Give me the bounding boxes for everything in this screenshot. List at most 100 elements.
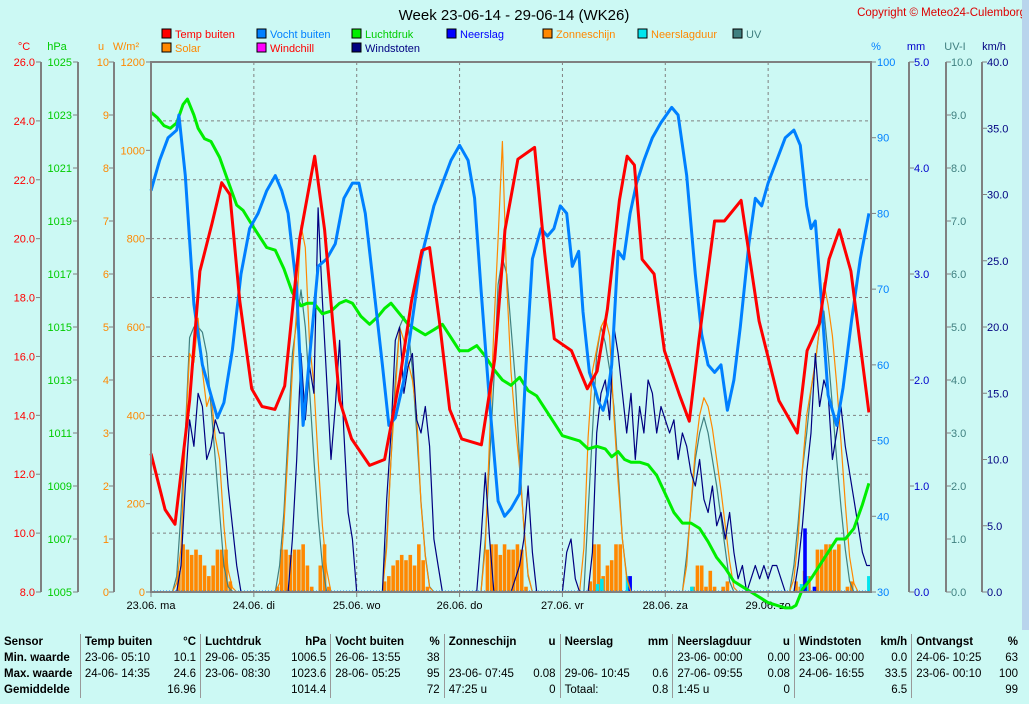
sunshine-bar xyxy=(502,544,507,592)
sunshine-tick-label: 8 xyxy=(103,163,109,175)
stats-row: Sensor Temp buiten °C Luchtdruk hPa Vocht bui… xyxy=(0,634,1022,650)
legend-label: Zonneschijn xyxy=(556,29,615,41)
legend-label: Luchtdruk xyxy=(365,29,414,41)
stats-timestamp xyxy=(443,650,529,666)
temp-tick-label: 20.0 xyxy=(14,234,35,246)
humidity-tick-label: 40 xyxy=(877,511,889,523)
temp-buiten-series xyxy=(149,145,871,526)
legend-swatch xyxy=(161,28,172,39)
sunshine-bar xyxy=(609,560,614,592)
stats-timestamp: 28-06- 05:25 xyxy=(330,666,417,682)
sunshine-bar xyxy=(404,560,408,592)
stats-column-header: Windstoten xyxy=(793,634,874,650)
sunshine-bar xyxy=(695,565,700,592)
stats-timestamp: 24-06- 16:55 xyxy=(793,666,874,682)
x-tick-label: 27.06. vr xyxy=(541,600,584,612)
sunshine-bar xyxy=(519,549,524,592)
stats-value: 0 xyxy=(783,684,790,696)
sunshine-bar xyxy=(211,565,215,592)
pressure-tick-label: 1009 xyxy=(48,481,72,493)
wind-tick-label: 10.0 xyxy=(987,455,1008,467)
stats-timestamp: 23-06- 08:30 xyxy=(200,666,283,682)
rain-bar xyxy=(628,576,632,592)
rain-duration-bar xyxy=(625,576,630,592)
sunshine-bar xyxy=(507,549,511,592)
temp-tick-label: 10.0 xyxy=(14,528,35,540)
stats-timestamp: 24-06- 14:35 xyxy=(79,666,162,682)
legend-label: Windstoten xyxy=(365,43,420,55)
solar-tick-label: 600 xyxy=(127,322,145,334)
stats-value: 0 xyxy=(549,684,556,696)
stats-row-label: Max. waarde xyxy=(4,668,73,680)
pressure-tick-label: 1021 xyxy=(48,163,72,175)
sunshine-bar xyxy=(408,554,413,592)
stats-value: 24.6 xyxy=(173,668,197,680)
sunshine-tick-label: 7 xyxy=(103,216,109,228)
rain-tick-label: 0.0 xyxy=(914,587,929,599)
sunshine-bar xyxy=(292,549,297,592)
stats-timestamp: 23-06- 05:10 xyxy=(79,650,162,666)
statistics-table: Sensor Temp buiten °C Luchtdruk hPa Vocht bui… xyxy=(0,634,1022,704)
stats-timestamp xyxy=(200,682,283,698)
stats-column-header: Temp buiten xyxy=(79,634,162,650)
stats-value: 63 xyxy=(1005,652,1018,664)
sunshine-bar xyxy=(202,565,207,592)
legend-swatch xyxy=(351,42,362,53)
sunshine-tick-label: 2 xyxy=(103,481,109,493)
sunshine-bar xyxy=(597,544,601,592)
stats-column-unit: % xyxy=(1007,636,1018,648)
stats-value: 0.8 xyxy=(652,684,669,696)
sunshine-bar xyxy=(485,549,490,592)
humidity-tick-label: 100 xyxy=(877,57,895,69)
pressure-tick-label: 1023 xyxy=(48,110,72,122)
rain-duration-bar xyxy=(600,578,604,592)
sunshine-bar xyxy=(421,560,425,592)
solar-tick-label: 1000 xyxy=(121,145,145,157)
legend-label: UV xyxy=(746,29,762,41)
stats-column-unit: u xyxy=(782,636,790,648)
windstoten-series xyxy=(151,207,871,593)
humidity-unit-label: % xyxy=(871,41,881,53)
sunshine-bar xyxy=(699,565,704,592)
stats-value: 6.5 xyxy=(891,684,908,696)
stats-timestamp xyxy=(559,650,642,666)
stats-column-header: Neerslag xyxy=(559,634,642,650)
stats-value: 0.08 xyxy=(533,668,556,680)
scrollbar[interactable] xyxy=(1022,0,1029,630)
legend-swatch xyxy=(637,28,648,39)
stats-timestamp xyxy=(911,682,992,698)
sunshine-bar xyxy=(275,586,280,592)
solar-tick-label: 1200 xyxy=(121,57,145,69)
grid: 23.06. ma 24.06. di 25.06. wo 26.06. do 27.0… xyxy=(127,62,871,612)
legend-swatch xyxy=(161,42,172,53)
sunshine-bar xyxy=(194,549,198,592)
legend-label: Windchill xyxy=(270,43,314,55)
stats-column-header: Ontvangst xyxy=(911,634,992,650)
humidity-tick-label: 80 xyxy=(877,208,889,220)
sunshine-bar xyxy=(228,581,233,592)
stats-timestamp xyxy=(79,682,162,698)
stats-value: 95 xyxy=(426,668,440,680)
uv-tick-label: 8.0 xyxy=(951,163,966,175)
rain-duration-bar xyxy=(867,576,871,592)
sunshine-bar xyxy=(498,554,503,592)
stats-value xyxy=(641,650,673,666)
legend-swatch xyxy=(542,28,553,39)
temp-tick-label: 16.0 xyxy=(14,351,35,363)
sunshine-bar xyxy=(399,554,404,592)
stats-timestamp xyxy=(330,682,417,698)
uv-tick-label: 1.0 xyxy=(951,534,966,546)
sunshine-tick-label: 4 xyxy=(103,375,109,387)
sunshine-bar xyxy=(327,586,331,592)
sunshine-bar xyxy=(387,576,391,592)
pressure-tick-label: 1019 xyxy=(48,216,72,228)
sunshine-bar xyxy=(824,544,828,592)
stats-value xyxy=(528,650,560,666)
wind-tick-label: 40.0 xyxy=(987,57,1008,69)
sunshine-unit-label: u xyxy=(98,41,104,53)
sunshine-bar xyxy=(322,544,327,592)
sunshine-bar xyxy=(297,549,301,592)
stats-value: 0.00 xyxy=(767,652,790,664)
x-tick-label: 29.06. zo xyxy=(746,600,791,612)
pressure-tick-label: 1025 xyxy=(48,57,72,69)
